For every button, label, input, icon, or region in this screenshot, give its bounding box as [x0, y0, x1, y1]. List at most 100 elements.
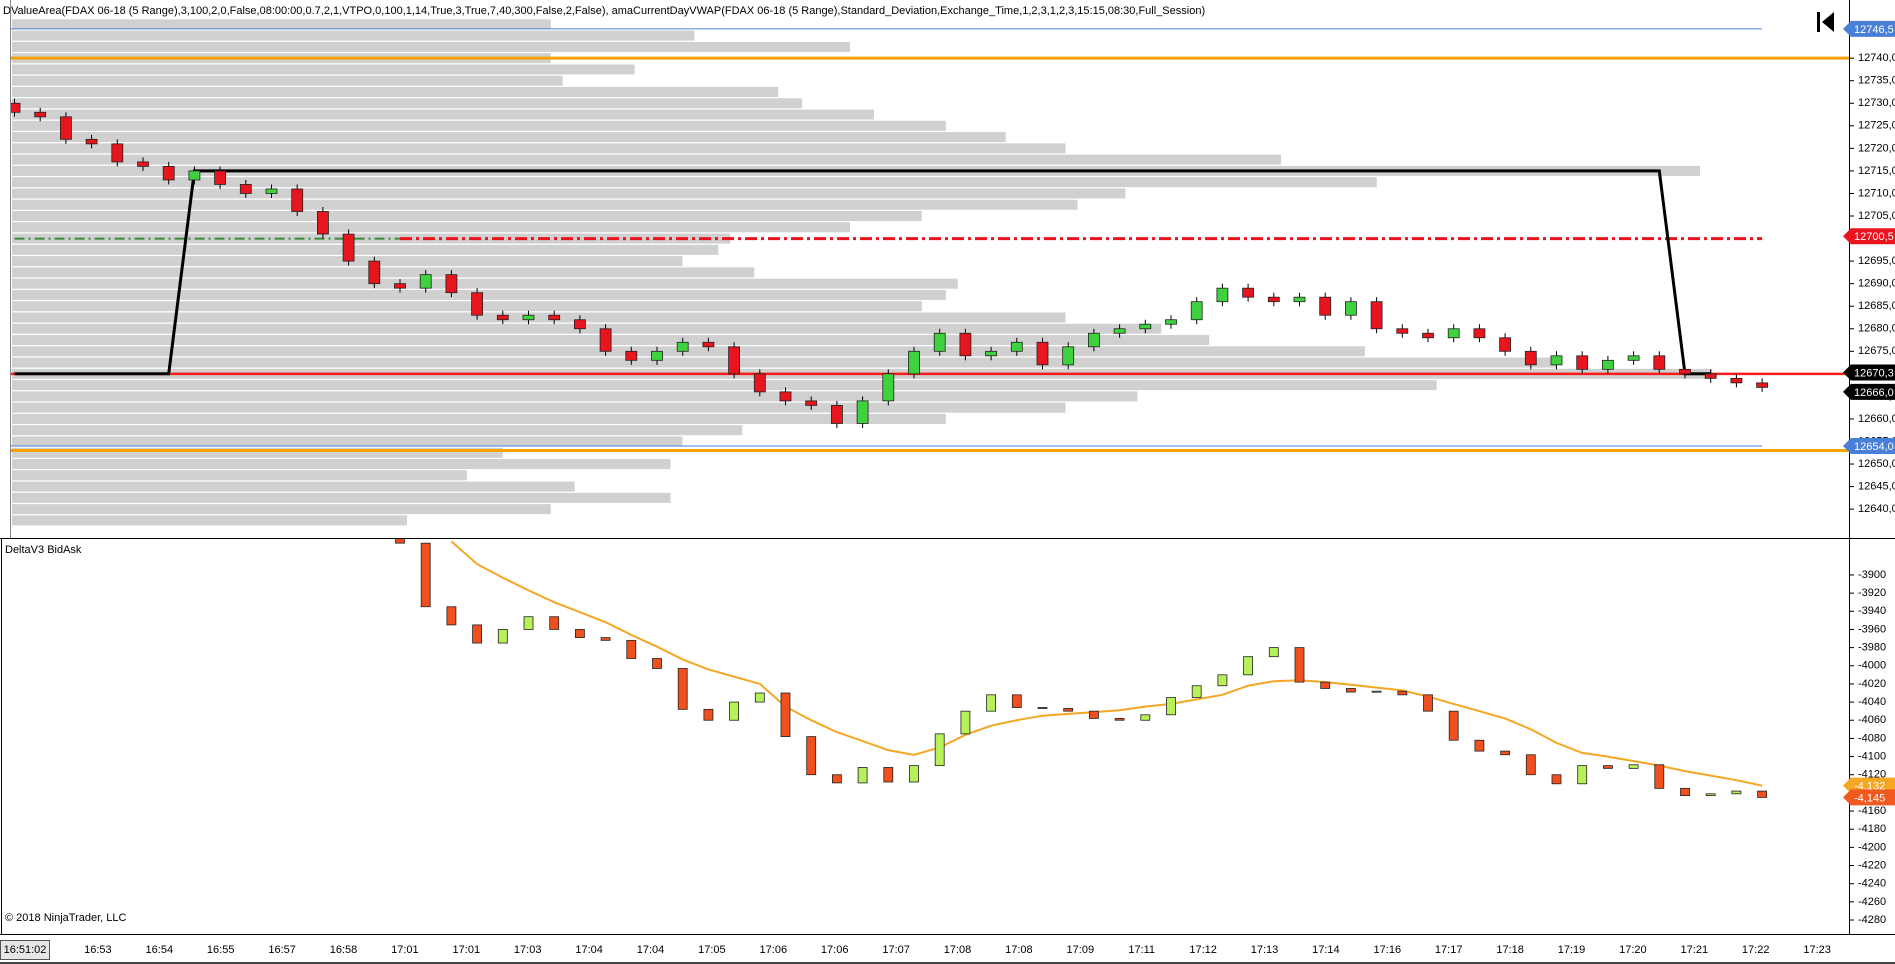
candle-body: [1010, 341, 1023, 352]
collapse-icon[interactable]: [1817, 12, 1834, 32]
y-tick-label: 12690,0: [1858, 278, 1895, 290]
y-tick-label: -4220: [1858, 859, 1886, 871]
candle-body: [549, 616, 560, 630]
candle-body: [1602, 359, 1614, 370]
candle-body: [1113, 328, 1126, 334]
profile-bar: [12, 504, 551, 515]
candle-body: [1114, 718, 1125, 721]
candle-body: [1037, 707, 1048, 709]
candle-body: [960, 710, 971, 735]
candle-body: [1267, 296, 1280, 303]
profile-bar: [12, 143, 1066, 154]
candle-body: [1139, 323, 1152, 330]
price-badge: [1843, 438, 1895, 455]
y-tick-label: -4200: [1858, 841, 1886, 853]
candle-body: [497, 629, 508, 644]
profile-bar: [12, 41, 851, 52]
candle-body: [239, 184, 252, 194]
candle-body: [1730, 377, 1743, 384]
y-tick-label: 12650,0: [1858, 458, 1895, 470]
x-tick-label: 17:04: [637, 944, 665, 956]
profile-bar: [12, 391, 1138, 402]
candle-body: [1320, 681, 1331, 689]
icon-bar: [1817, 12, 1820, 32]
x-tick-label: 17:05: [698, 944, 726, 956]
x-tick-label: 16:57: [268, 944, 296, 956]
candle-body: [446, 606, 457, 626]
candle-body: [1680, 787, 1690, 797]
candle-body: [779, 391, 792, 402]
candle-body: [1653, 355, 1666, 370]
candle-body: [137, 161, 149, 167]
candle-body: [1628, 764, 1639, 769]
candle-body: [1500, 750, 1510, 756]
profile-bar: [12, 481, 575, 492]
candle-body: [575, 629, 585, 639]
candle-body: [985, 350, 997, 357]
candle-body: [419, 274, 432, 289]
candle-body: [291, 188, 304, 212]
candle-body: [472, 624, 483, 644]
candle-body: [1370, 301, 1383, 330]
candle-body: [1190, 301, 1203, 321]
candle-body: [162, 166, 175, 181]
price-badge-label: -4,145: [1854, 792, 1885, 804]
profile-bar: [12, 177, 1377, 188]
candle-body: [1447, 328, 1460, 339]
candle-body: [1217, 674, 1228, 687]
candle-body: [729, 701, 739, 721]
candle-body: [1216, 287, 1229, 303]
x-tick-label: 17:19: [1558, 944, 1586, 956]
x-tick-label: 17:13: [1251, 944, 1279, 956]
candle-body: [60, 116, 72, 140]
y-tick-label: -4000: [1858, 660, 1886, 672]
copyright: © 2018 NinjaTrader, LLC: [5, 912, 126, 924]
x-tick-label: 17:09: [1067, 944, 1095, 956]
profile-bar: [12, 120, 946, 131]
candle-body: [986, 694, 996, 712]
panel-title: DValueArea(FDAX 06-18 (5 Range),3,100,2,…: [3, 5, 1205, 17]
profile-bar: [12, 278, 958, 289]
candle-body: [10, 102, 21, 113]
candle-body: [1166, 697, 1176, 716]
panel-title: DeltaV3 BidAsk: [5, 544, 82, 556]
candle-body: [1371, 690, 1382, 693]
y-tick-label: -4240: [1858, 878, 1886, 890]
y-tick-label: -4280: [1858, 914, 1886, 926]
candle-body: [626, 639, 637, 659]
profile-bar: [12, 222, 851, 233]
profile-bar: [12, 132, 1006, 143]
candle-body: [909, 765, 919, 783]
price-panel: [10, 19, 1849, 526]
candle-body: [832, 774, 842, 784]
x-tick-label: 16:58: [330, 944, 358, 956]
profile-bar: [12, 447, 503, 458]
x-tick-label: 17:04: [575, 944, 603, 956]
candle-body: [1679, 368, 1691, 375]
x-tick-label: 16:55: [207, 944, 235, 956]
y-tick-label: -4020: [1858, 678, 1886, 690]
profile-bar: [12, 492, 671, 503]
candle-body: [1346, 688, 1356, 693]
profile-bar: [12, 188, 1126, 199]
y-tick-label: 12680,0: [1858, 323, 1895, 335]
candle-body: [188, 170, 201, 181]
candle-body: [754, 692, 765, 703]
x-tick-label: 17:22: [1742, 944, 1770, 956]
candle-body: [1089, 710, 1099, 719]
delta-panel: [395, 539, 1767, 798]
y-tick-label: -4080: [1858, 732, 1886, 744]
profile-bar: [12, 30, 695, 41]
candle-body: [805, 400, 818, 406]
profile-bar: [12, 267, 755, 278]
y-tick-label: -4180: [1858, 823, 1886, 835]
profile-bar: [12, 470, 467, 481]
profile-bar: [12, 199, 1078, 210]
candle-body: [599, 328, 612, 352]
price-badge-label: 12666,0: [1854, 387, 1894, 399]
x-tick-label: 16:54: [146, 944, 174, 956]
price-badge-label: 12700,5: [1854, 231, 1894, 243]
candle-body: [548, 314, 561, 321]
